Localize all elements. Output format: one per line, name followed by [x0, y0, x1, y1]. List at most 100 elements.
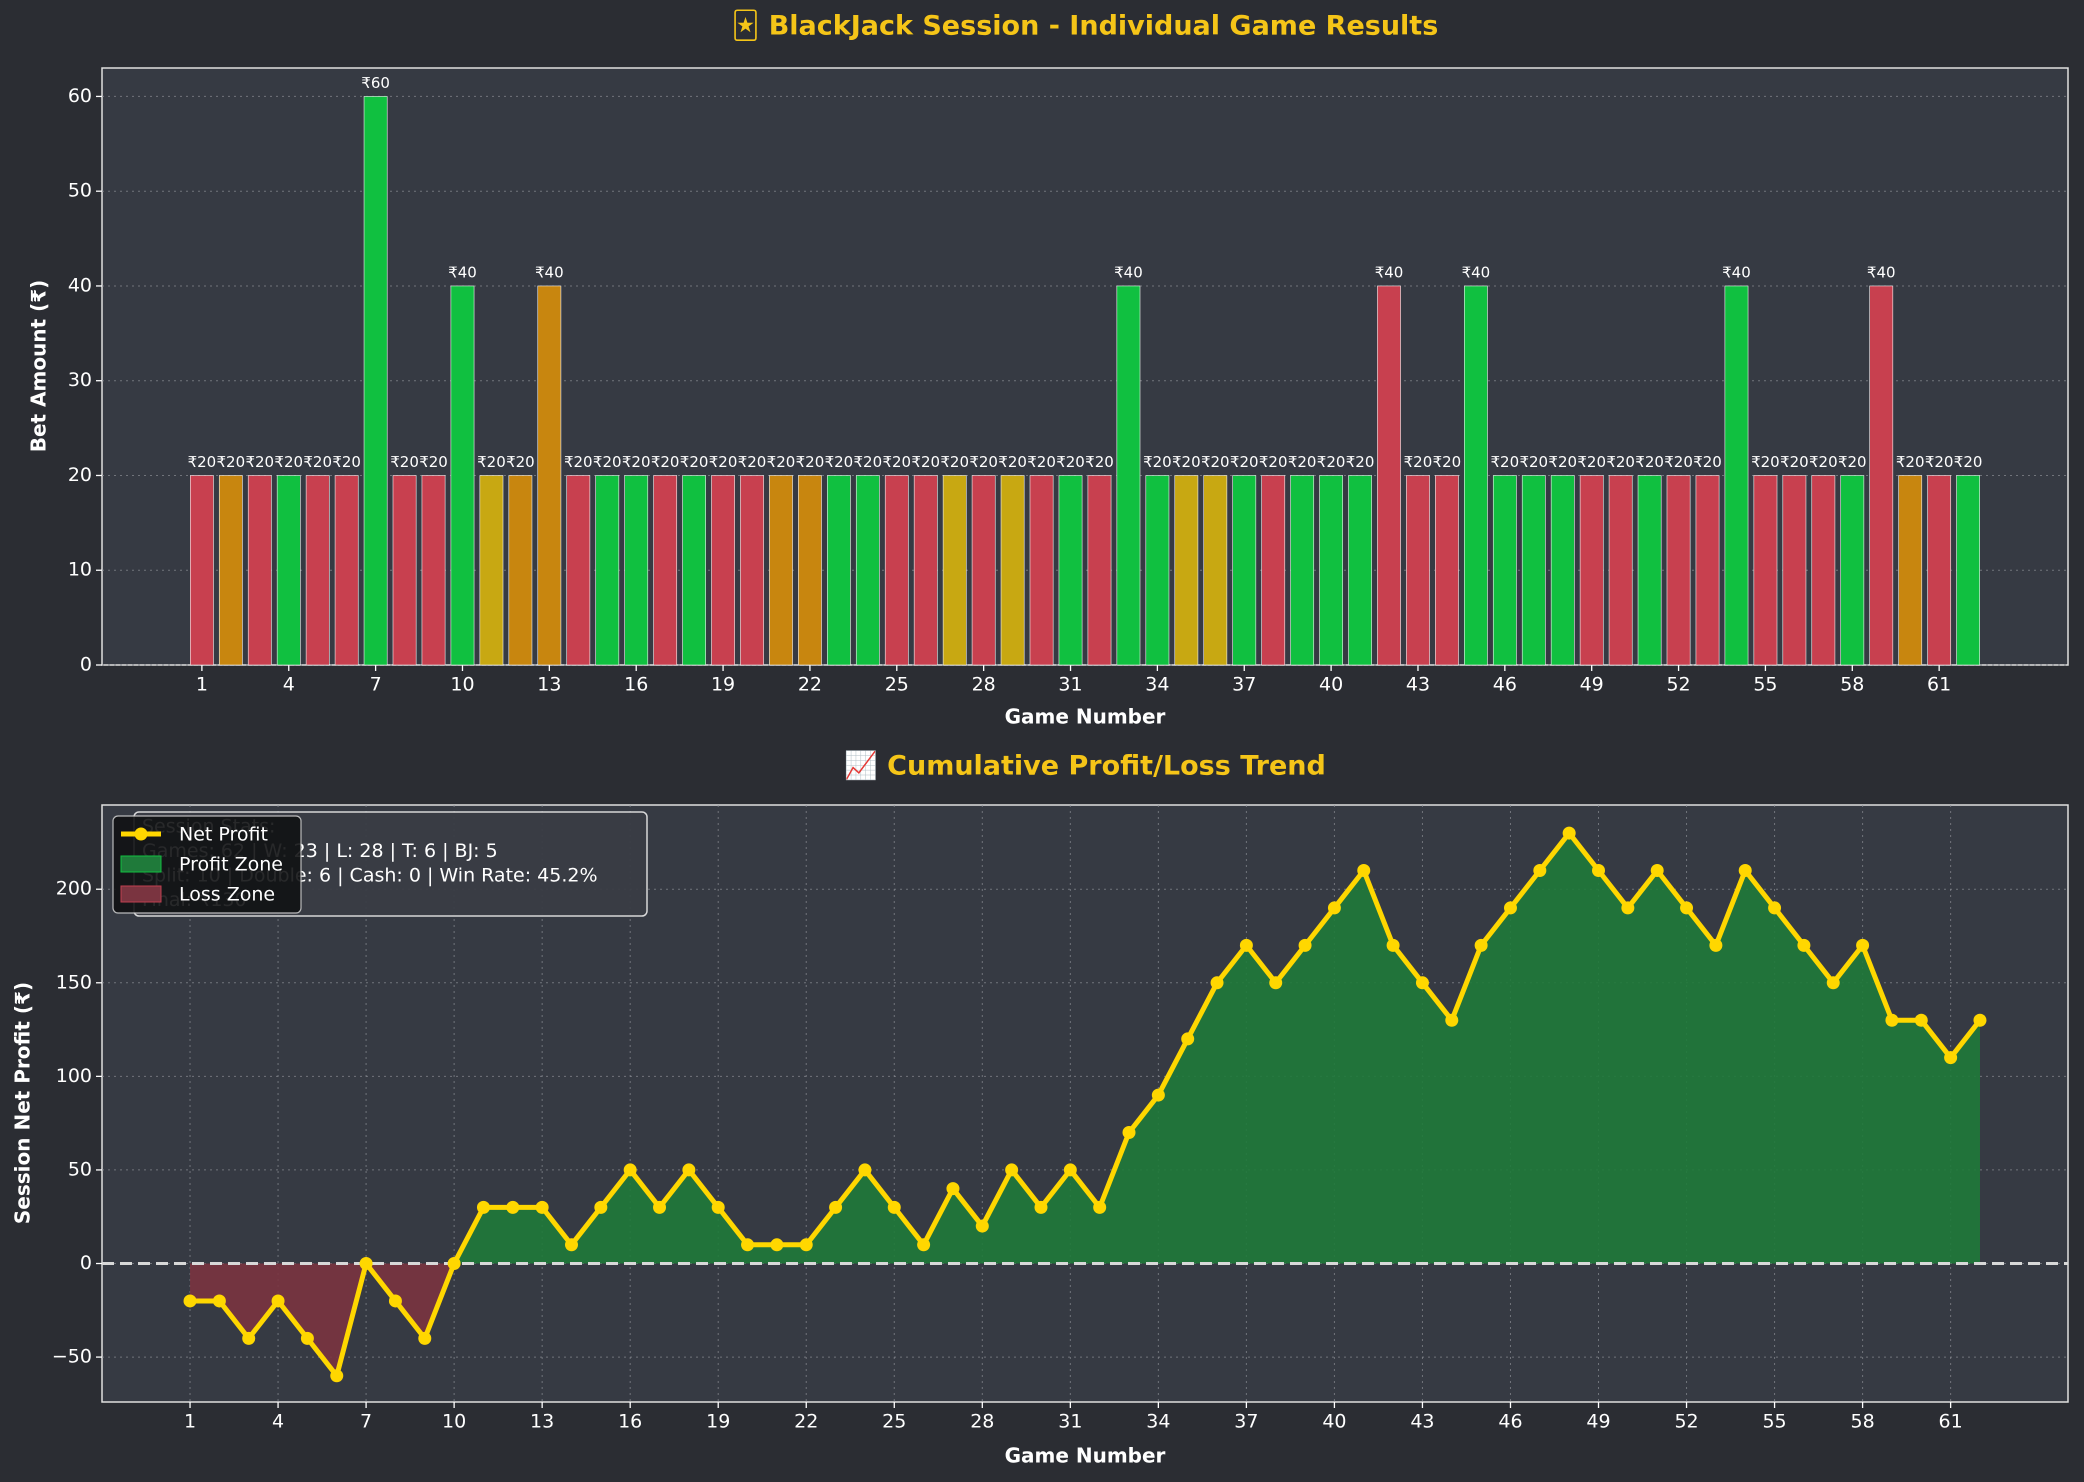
bar: [1406, 475, 1430, 666]
x-axis-label: Game Number: [1005, 1444, 1166, 1468]
value-label: ₹20: [1606, 453, 1635, 471]
x-tick-label: 22: [794, 1411, 818, 1433]
legend-label: Loss Zone: [179, 884, 275, 906]
point: [1621, 901, 1635, 915]
point: [1650, 864, 1664, 878]
point: [242, 1331, 256, 1345]
point: [594, 1200, 608, 1214]
value-label: ₹20: [1433, 453, 1462, 471]
bar: [653, 475, 678, 666]
bar: [740, 475, 764, 666]
point: [917, 1238, 931, 1252]
y-tick-label: 50: [68, 1158, 92, 1180]
x-tick-label: 31: [1058, 1411, 1082, 1433]
point: [1415, 976, 1429, 990]
value-label: ₹20: [1085, 453, 1114, 471]
value-label: ₹20: [1491, 453, 1520, 471]
y-tick-label: 0: [80, 1252, 92, 1274]
bar: [1521, 475, 1546, 666]
x-tick-label: 19: [711, 674, 735, 696]
loss-zone: [190, 1263, 455, 1376]
value-label: ₹20: [593, 453, 622, 471]
x-tick-label: 7: [370, 674, 382, 696]
value-label: ₹20: [854, 453, 883, 471]
bar: [1290, 475, 1315, 666]
x-tick-label: 55: [1762, 1411, 1786, 1433]
value-label: ₹20: [1027, 453, 1056, 471]
bar: [1435, 475, 1459, 666]
value-label: ₹20: [1288, 453, 1317, 471]
bar: [508, 475, 533, 666]
x-tick-label: 16: [624, 674, 648, 696]
value-label: ₹20: [651, 453, 680, 471]
value-label: ₹20: [738, 453, 767, 471]
point: [418, 1331, 432, 1345]
value-label: ₹20: [1635, 453, 1664, 471]
x-tick-label: 52: [1666, 674, 1690, 696]
bar: [1782, 475, 1807, 666]
value-label: ₹40: [1867, 263, 1896, 281]
x-tick-label: 58: [1840, 674, 1864, 696]
x-tick-label: 22: [798, 674, 822, 696]
x-tick-label: 4: [283, 674, 295, 696]
point: [1327, 901, 1341, 915]
bar: [884, 475, 909, 666]
value-label: ₹40: [1462, 263, 1491, 281]
x-tick-label: 1: [184, 1411, 196, 1433]
x-tick-label: 4: [272, 1411, 284, 1433]
bar: [1029, 475, 1054, 666]
point: [1210, 976, 1224, 990]
value-label: ₹20: [911, 453, 940, 471]
bar: [1464, 285, 1488, 666]
x-tick-label: 16: [618, 1411, 642, 1433]
bar: [450, 285, 475, 666]
point: [1005, 1163, 1019, 1177]
point: [1269, 976, 1283, 990]
value-label: ₹20: [1809, 453, 1838, 471]
point: [476, 1200, 490, 1214]
x-tick-label: 31: [1058, 674, 1082, 696]
value-label: ₹20: [1751, 453, 1780, 471]
point: [770, 1238, 784, 1252]
value-label: ₹20: [1346, 453, 1375, 471]
point: [1738, 864, 1752, 878]
point: [1474, 938, 1488, 952]
point: [1034, 1200, 1048, 1214]
point: [359, 1257, 373, 1271]
point: [1973, 1013, 1987, 1027]
value-label: ₹20: [1317, 453, 1346, 471]
value-label: ₹20: [709, 453, 738, 471]
bar: [1956, 475, 1980, 666]
point: [1063, 1163, 1077, 1177]
value-label: ₹20: [245, 453, 274, 471]
x-tick-label: 10: [450, 674, 474, 696]
point: [1357, 864, 1371, 878]
value-label: ₹20: [1954, 453, 1983, 471]
point: [1592, 864, 1606, 878]
value-label: ₹20: [274, 453, 303, 471]
bar: [682, 475, 706, 666]
bar: [1203, 475, 1228, 666]
bar: [1666, 475, 1691, 666]
bar: [421, 475, 446, 666]
point: [183, 1294, 197, 1308]
point: [1680, 901, 1694, 915]
x-tick-label: 61: [1927, 674, 1951, 696]
x-tick-label: 40: [1319, 674, 1343, 696]
legend-swatch: [120, 885, 162, 903]
x-axis-label: Game Number: [1005, 705, 1166, 729]
value-label: ₹20: [622, 453, 651, 471]
value-label: ₹20: [303, 453, 332, 471]
bar: [827, 475, 851, 666]
value-label: ₹20: [1201, 453, 1230, 471]
value-label: ₹20: [1259, 453, 1288, 471]
value-label: ₹20: [940, 453, 969, 471]
bar: [855, 475, 880, 666]
bar: [1492, 475, 1517, 666]
point: [887, 1200, 901, 1214]
point: [1122, 1126, 1136, 1140]
point: [682, 1163, 696, 1177]
bar: [1348, 475, 1372, 666]
point: [653, 1200, 667, 1214]
